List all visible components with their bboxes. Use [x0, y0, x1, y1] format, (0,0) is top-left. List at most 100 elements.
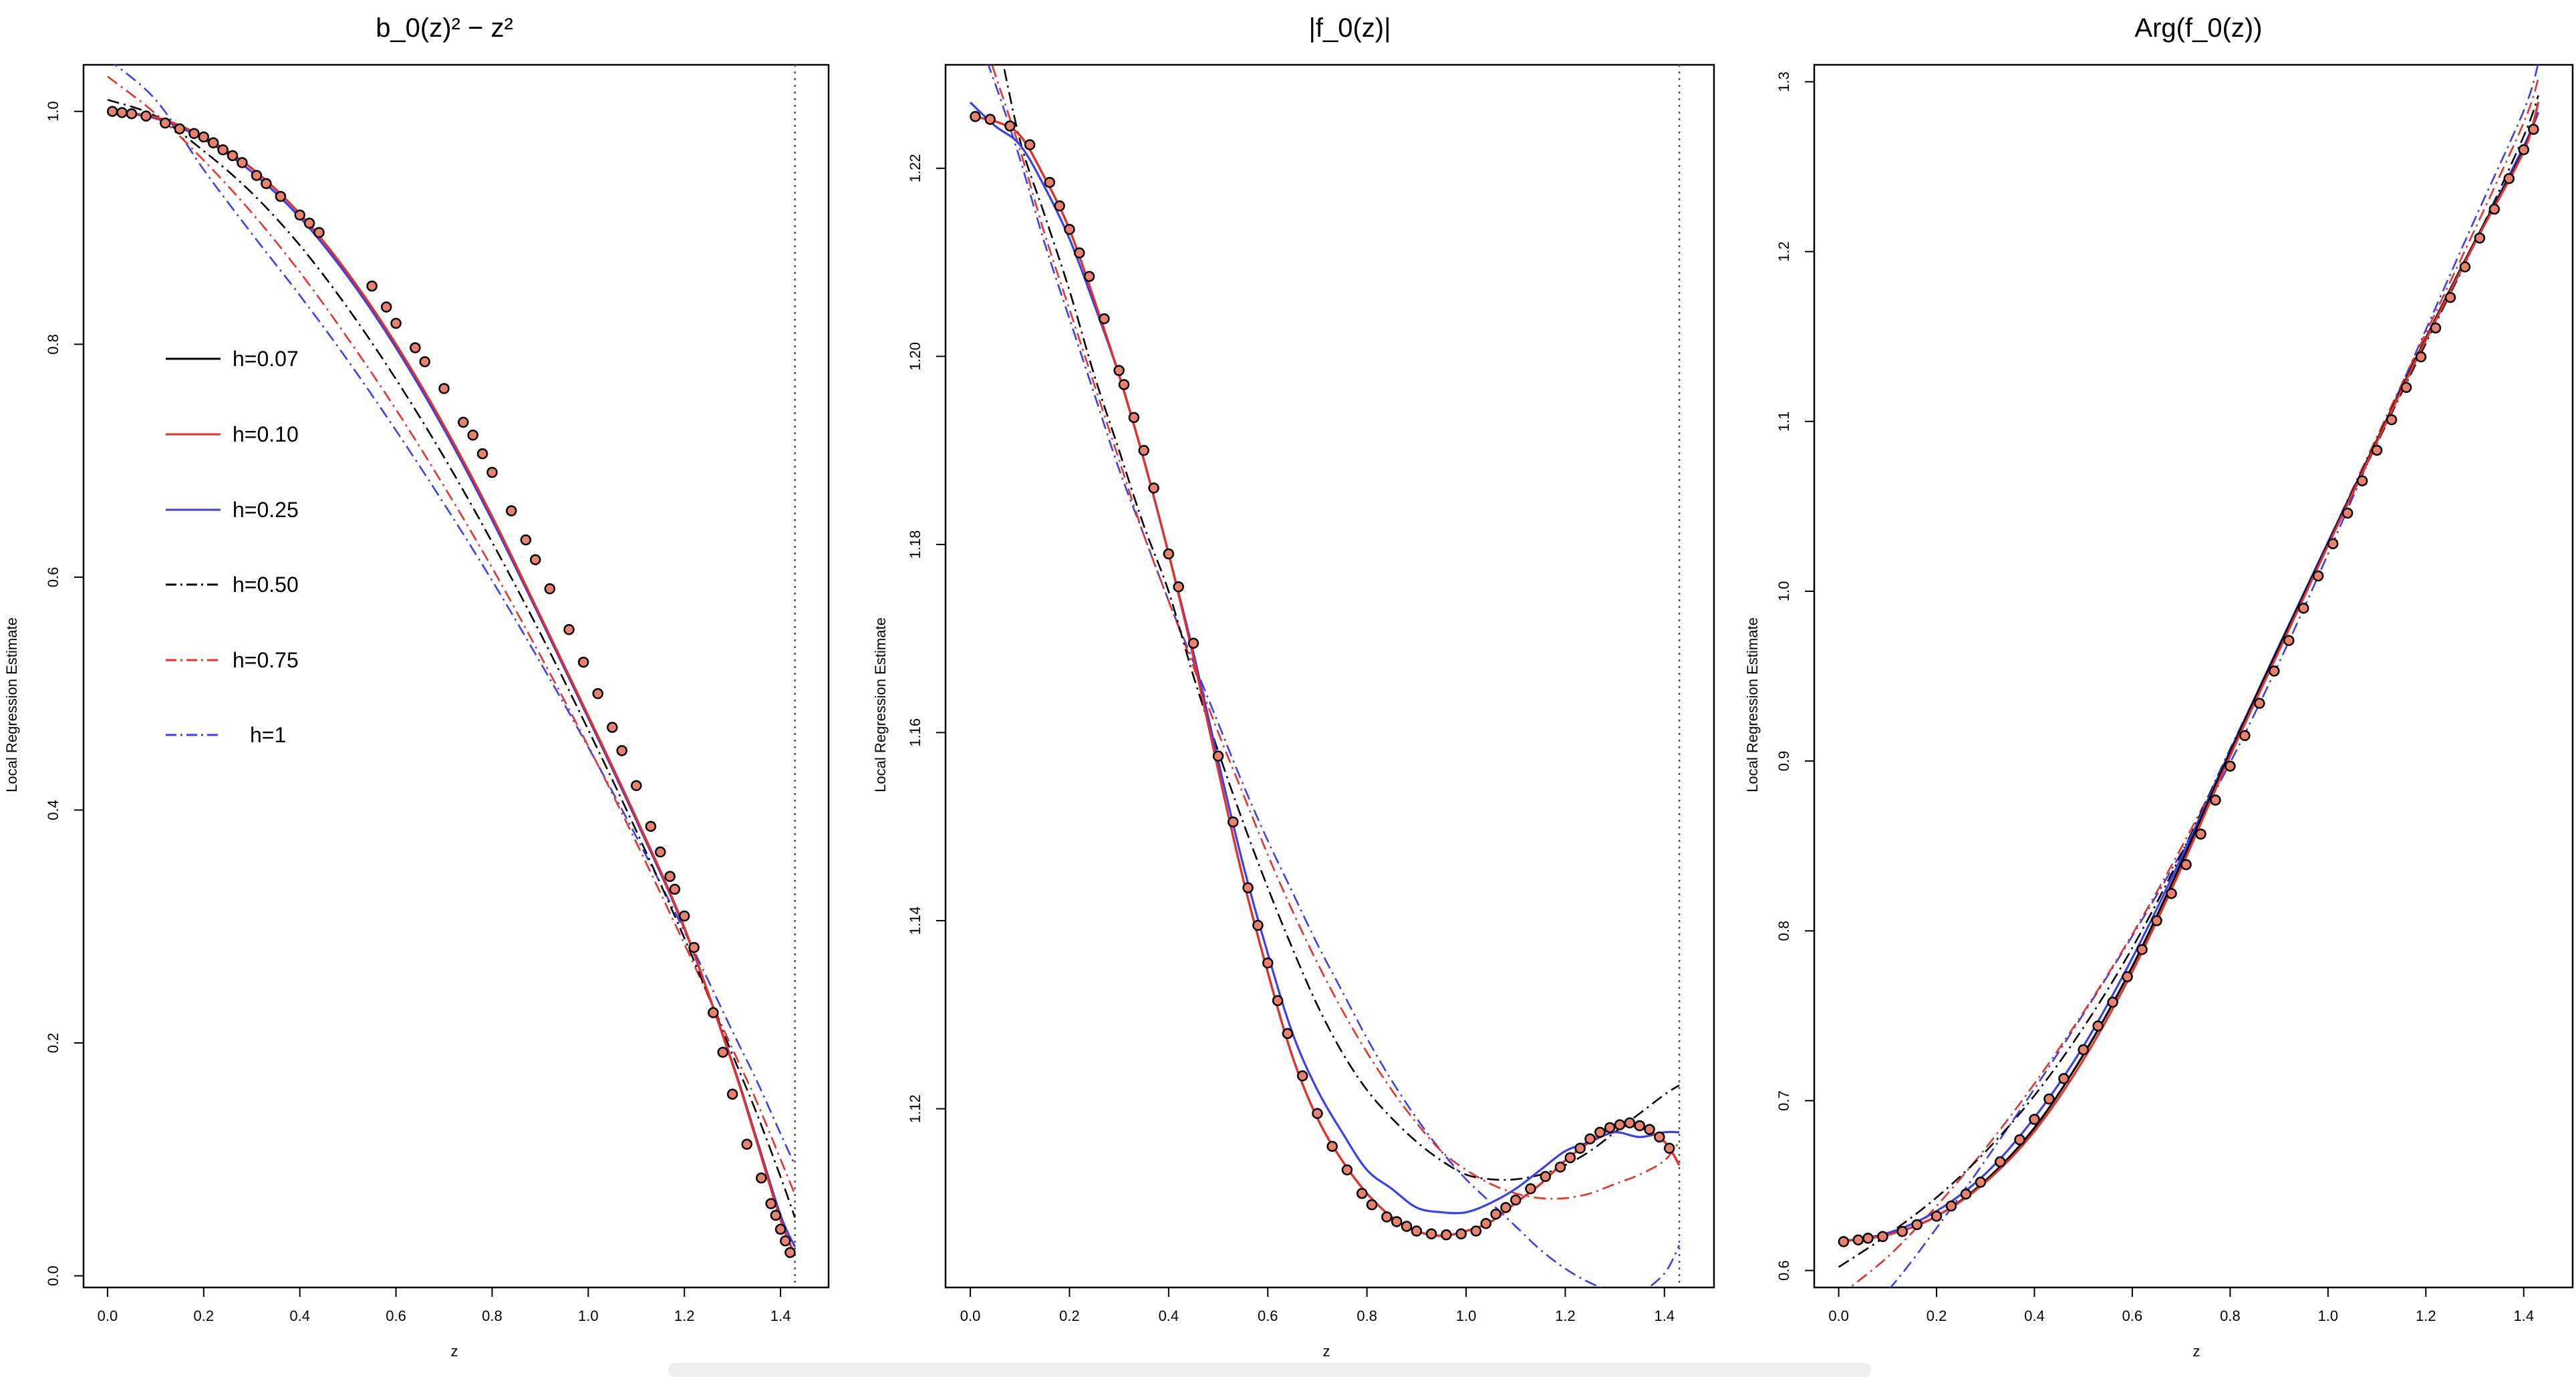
- data-point: [1862, 1233, 1874, 1244]
- x-tick-label: 0.0: [1828, 1308, 1849, 1324]
- legend-item-h010: h=0.10: [166, 422, 299, 446]
- data-point: [366, 280, 378, 292]
- data-point: [2444, 291, 2456, 303]
- y-tick-label: 1.22: [907, 154, 923, 182]
- x-axis-label: z: [2193, 1343, 2200, 1360]
- data-point: [1510, 1194, 1522, 1206]
- points-layer: [106, 106, 796, 1258]
- legend-label: h=0.10: [233, 422, 299, 446]
- data-point: [1663, 1142, 1675, 1154]
- data-point: [1356, 1187, 1368, 1199]
- data-point: [1945, 1200, 1957, 1212]
- data-point: [1004, 120, 1016, 132]
- data-point: [1138, 444, 1150, 456]
- series-line-h007: [970, 115, 1681, 1237]
- x-tick-label: 0.6: [1258, 1308, 1278, 1324]
- x-tick-label: 0.2: [1059, 1308, 1080, 1324]
- chart-title: |f_0(z)|: [1308, 13, 1391, 43]
- x-axis-label: z: [451, 1343, 458, 1360]
- data-point: [765, 1198, 776, 1209]
- data-point: [1113, 365, 1125, 376]
- data-point: [2400, 381, 2412, 394]
- data-point: [2459, 261, 2471, 273]
- data-point: [2298, 603, 2309, 614]
- data-point: [1312, 1108, 1323, 1119]
- legend: h=0.07 h=0.10 h=0.25 h=0.50 h=0.75 h=1: [166, 347, 299, 747]
- data-point: [770, 1209, 782, 1221]
- series-line-h010: [107, 110, 797, 1255]
- data-point: [2283, 635, 2295, 646]
- panel-b0-squared: b_0(z)² − z² Local Regression Estimate z…: [3, 13, 830, 1360]
- data-point: [1490, 1208, 1501, 1220]
- data-point: [1083, 271, 1095, 282]
- data-point: [505, 505, 517, 516]
- data-point: [2528, 124, 2539, 135]
- y-tick-label: 1.16: [907, 718, 923, 747]
- x-tick-label: 0.4: [2024, 1308, 2045, 1324]
- data-point: [1425, 1228, 1437, 1240]
- data-point: [1975, 1177, 1987, 1188]
- series-line-h050: [1838, 95, 2539, 1268]
- data-point: [2239, 730, 2251, 742]
- data-point: [654, 846, 666, 858]
- series-line-h075: [991, 65, 1681, 1200]
- data-point: [160, 117, 171, 129]
- y-tick-label: 0.2: [45, 1033, 61, 1054]
- data-point: [577, 656, 589, 668]
- data-point: [529, 554, 541, 565]
- x-tick-label: 0.6: [386, 1308, 406, 1324]
- data-point: [784, 1247, 796, 1258]
- y-tick-label: 1.14: [907, 907, 923, 935]
- y-tick-label: 1.18: [907, 530, 923, 559]
- data-point: [467, 429, 478, 441]
- series-line-h007: [1838, 102, 2540, 1243]
- plot-frame: [1813, 63, 2574, 1289]
- data-point: [2180, 859, 2192, 871]
- data-point: [1911, 1219, 1923, 1231]
- data-point: [1455, 1228, 1467, 1240]
- x-tick-label: 0.6: [2122, 1308, 2143, 1324]
- data-point: [1584, 1133, 1596, 1144]
- y-tick-label: 0.8: [45, 334, 61, 355]
- data-point: [726, 1088, 738, 1100]
- axis-ticks: 0.0 0.2 0.4 0.6 0.8 1.0 1.2 1.4 0.0 0.2 0.4 0.6 0.8 1…: [45, 101, 791, 1324]
- data-point: [2430, 322, 2442, 334]
- legend-label: h=1: [250, 723, 286, 747]
- x-tick-label: 1.2: [2416, 1308, 2436, 1324]
- data-point: [2043, 1093, 2055, 1105]
- points-layer: [970, 111, 1675, 1241]
- data-point: [544, 583, 556, 595]
- panel-abs-f0: |f_0(z)| Local Regression Estimate z 0.0…: [872, 13, 1715, 1360]
- data-point: [116, 107, 128, 118]
- data-point: [294, 209, 305, 221]
- data-point: [1366, 1199, 1378, 1211]
- data-point: [1148, 482, 1159, 494]
- legend-item-h025: h=0.25: [166, 498, 299, 522]
- axis-ticks: 0.0 0.2 0.4 0.6 0.8 1.0 1.2 1.4 0.6 0.7 0.8 0.9 1.0 1…: [1775, 71, 2534, 1324]
- y-axis-label: Local Regression Estimate: [3, 617, 20, 792]
- data-point: [486, 466, 498, 478]
- data-point: [2078, 1044, 2089, 1056]
- data-point: [631, 780, 642, 792]
- data-point: [1480, 1218, 1491, 1229]
- x-tick-label: 0.8: [1356, 1308, 1377, 1324]
- y-tick-label: 1.0: [1775, 581, 1792, 602]
- bottom-shadow: [668, 1363, 1871, 1377]
- legend-item-h075: h=0.75: [166, 648, 299, 672]
- data-point: [645, 820, 657, 832]
- data-point: [664, 871, 676, 883]
- x-axis-label: z: [1323, 1343, 1330, 1360]
- x-tick-label: 1.2: [1555, 1308, 1576, 1324]
- data-point: [1634, 1120, 1645, 1132]
- series-line-h007: [107, 110, 797, 1255]
- data-point: [2474, 233, 2486, 244]
- x-tick-label: 0.0: [98, 1308, 118, 1324]
- series-line-h025: [1838, 112, 2540, 1243]
- series-line-h010: [1838, 102, 2540, 1243]
- points-layer: [1838, 124, 2539, 1247]
- data-point: [2136, 943, 2148, 955]
- data-point: [2122, 971, 2133, 983]
- data-point: [1326, 1140, 1338, 1153]
- y-tick-label: 0.6: [45, 567, 61, 588]
